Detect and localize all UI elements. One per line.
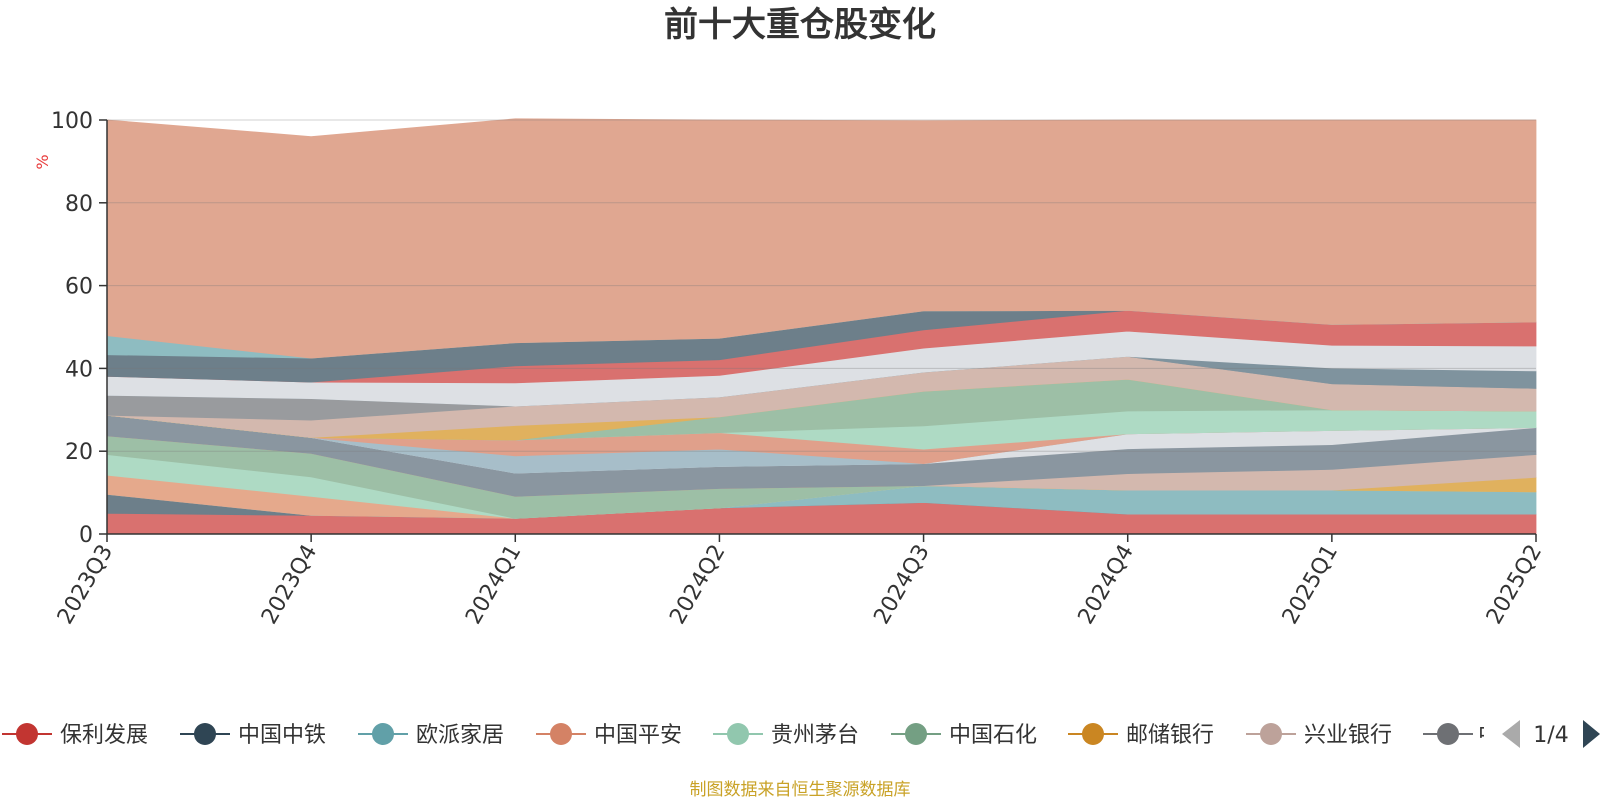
- pager-label: 1/4: [1533, 723, 1568, 748]
- legend-marker-icon: [727, 723, 749, 745]
- chart-title: 前十大重仓股变化: [664, 5, 936, 45]
- x-tick-label: 2024Q2: [665, 541, 730, 629]
- legend-item[interactable]: [1423, 723, 1473, 745]
- pager-next-icon[interactable]: [1583, 720, 1600, 748]
- legend-marker-icon: [1082, 723, 1104, 745]
- legend-label: 兴业银行: [1304, 723, 1392, 748]
- x-tick-label: 2025Q1: [1278, 541, 1343, 629]
- legend-item[interactable]: 中国石化: [891, 723, 1037, 748]
- y-tick-label: 100: [51, 109, 93, 134]
- legend-pager: 1/4: [1502, 720, 1600, 748]
- legend-marker-icon: [372, 723, 394, 745]
- x-tick-label: 2023Q3: [53, 541, 118, 629]
- plot-area: [106, 118, 1537, 535]
- y-tick-label: 0: [79, 523, 93, 548]
- pager-prev-icon[interactable]: [1502, 720, 1520, 748]
- legend-marker-icon: [550, 723, 572, 745]
- x-tick-label: 2023Q4: [257, 541, 322, 629]
- legend-marker-icon: [905, 723, 927, 745]
- x-tick-label: 2024Q1: [461, 541, 526, 629]
- legend-label: 中国中铁: [238, 723, 326, 748]
- x-tick-label: 2025Q2: [1482, 541, 1547, 629]
- y-tick-label: 80: [65, 192, 93, 217]
- legend-item[interactable]: 贵州茅台: [713, 723, 859, 748]
- source-note: 制图数据来自恒生聚源数据库: [690, 780, 911, 800]
- legend-label: 贵州茅台: [771, 723, 859, 748]
- y-tick-label: 20: [65, 440, 93, 465]
- legend-item[interactable]: 兴业银行: [1246, 723, 1392, 748]
- y-axis-label: %: [33, 154, 52, 169]
- legend-label: 中国平安: [594, 723, 682, 748]
- legend-item[interactable]: 欧派家居: [358, 723, 504, 748]
- area-series-23: [106, 118, 1537, 359]
- legend-marker-icon: [1437, 723, 1459, 745]
- legend-label: 欧派家居: [416, 723, 504, 748]
- legend: 保利发展中国中铁欧派家居中国平安贵州茅台中国石化邮储银行兴业银行中1/4: [2, 714, 1600, 756]
- legend-clip-mask: [1484, 714, 1504, 756]
- y-tick-label: 40: [65, 357, 93, 382]
- legend-marker-icon: [194, 723, 216, 745]
- legend-item[interactable]: 保利发展: [2, 723, 148, 748]
- legend-marker-icon: [1260, 723, 1282, 745]
- legend-item[interactable]: 中国中铁: [180, 723, 326, 748]
- y-tick-label: 60: [65, 275, 93, 300]
- legend-item[interactable]: 中国平安: [536, 723, 682, 748]
- legend-label: 邮储银行: [1126, 723, 1214, 748]
- legend-item[interactable]: 邮储银行: [1068, 723, 1214, 748]
- x-tick-label: 2024Q3: [869, 541, 934, 629]
- legend-marker-icon: [16, 723, 38, 745]
- legend-label: 保利发展: [60, 723, 148, 748]
- legend-label: 中国石化: [949, 723, 1037, 748]
- x-tick-label: 2024Q4: [1074, 541, 1139, 629]
